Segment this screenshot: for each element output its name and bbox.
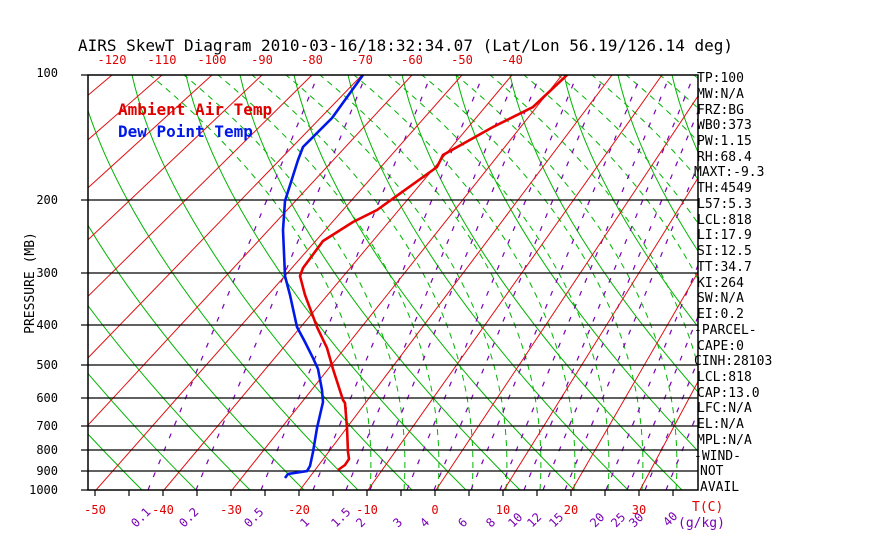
mixing-ratio-label: 2 [353, 515, 368, 530]
moist-adiabat-lines [149, 75, 698, 490]
readout-item: MAXT:-9.3 [694, 165, 764, 180]
temp-unit-label: T(C) [692, 500, 723, 515]
bottom-temp-label: -10 [356, 503, 378, 517]
pressure-label: 100 [36, 66, 58, 80]
top-temp-label: -50 [451, 53, 473, 67]
pressure-label: 500 [36, 358, 58, 372]
bottom-temp-label: -50 [84, 503, 106, 517]
bottom-temp-label: 10 [496, 503, 510, 517]
top-temp-label: -70 [351, 53, 373, 67]
readout-item: FRZ:BG [697, 103, 744, 118]
dew-point-curve [281, 75, 365, 479]
top-temp-label: -80 [301, 53, 323, 67]
mixing-unit-label: (g/kg) [678, 516, 725, 531]
readout-item: -WIND- [694, 449, 741, 464]
isotherm-lines [88, 75, 698, 490]
mixing-ratio-label: 20 [587, 510, 607, 530]
pressure-axis-labels: 100 200 300 400 500 600 700 800 900 1000 [29, 66, 58, 497]
mixing-ratio-label: 1.5 [328, 505, 353, 530]
readout-item: SW:N/A [697, 291, 744, 306]
readout-item: L57:5.3 [697, 197, 752, 212]
bottom-temp-label: 20 [564, 503, 578, 517]
mixing-ratio-label: 12 [524, 510, 544, 530]
ambient-air-temp-curve [298, 75, 568, 472]
readout-item: TH:4549 [697, 181, 752, 196]
pressure-label: 600 [36, 391, 58, 405]
readout-item: LCL:818 [697, 370, 752, 385]
readout-item: LCL:818 [697, 213, 752, 228]
pressure-label: 1000 [29, 483, 58, 497]
mixing-ratio-label: 3 [390, 515, 405, 530]
axis-ticks [81, 74, 674, 496]
pressure-grid-lines [88, 199, 698, 472]
readout-item: -PARCEL- [694, 323, 757, 338]
readout-item: CAP:13.0 [697, 386, 760, 401]
readout-item: LI:17.9 [697, 228, 752, 243]
pressure-label: 900 [36, 464, 58, 478]
readout-item: WB0:373 [697, 118, 752, 133]
chart-title: AIRS SkewT Diagram 2010-03-16/18:32:34.0… [78, 36, 733, 55]
bottom-temp-label: -40 [152, 503, 174, 517]
mixing-ratio-label: 8 [483, 515, 498, 530]
bottom-temp-axis-labels: -50 -40 -30 -20 -10 0 10 20 30 [84, 503, 646, 517]
mixing-ratio-label: 0.1 [128, 505, 153, 530]
bottom-temp-label: 30 [632, 503, 646, 517]
readout-item: AVAIL [700, 480, 739, 495]
mixing-ratio-label: 1 [297, 515, 312, 530]
readout-item: PW:1.15 [697, 134, 752, 149]
top-temp-label: -40 [501, 53, 523, 67]
readout-item: CINH:28103 [694, 354, 772, 369]
mixing-ratio-label: 0.2 [176, 505, 201, 530]
readout-item: MPL:N/A [697, 433, 752, 448]
pressure-label: 200 [36, 193, 58, 207]
dry-adiabat-lines [88, 75, 698, 490]
mixing-ratio-label: 0.5 [241, 505, 266, 530]
plot-border [87, 74, 699, 491]
mixing-ratio-lines [147, 75, 698, 490]
legend-dew-point-temp: Dew Point Temp [118, 122, 253, 141]
readout-item: MW:N/A [697, 87, 744, 102]
readout-item: EI:0.2 [697, 307, 744, 322]
mixing-ratio-label: 6 [455, 515, 470, 530]
readout-item: SI:12.5 [697, 244, 752, 259]
readout-item: TT:34.7 [697, 260, 752, 275]
readout-item: TP:100 [697, 71, 744, 86]
pressure-axis-title: PRESSURE (MB) [23, 232, 38, 334]
readout-item: EL:N/A [697, 417, 744, 432]
pressure-label: 700 [36, 419, 58, 433]
readout-item: KI:264 [697, 276, 744, 291]
pressure-label: 400 [36, 318, 58, 332]
bottom-temp-label: 0 [431, 503, 438, 517]
sounding-readouts: TP:100 MW:N/A FRZ:BG WB0:373 PW:1.15 RH:… [694, 71, 772, 495]
readout-item: LFC:N/A [697, 401, 752, 416]
pressure-label: 800 [36, 443, 58, 457]
readout-item: RH:68.4 [697, 150, 752, 165]
bottom-temp-label: -20 [288, 503, 310, 517]
readout-item: CAPE:0 [697, 339, 744, 354]
top-temp-label: -110 [148, 53, 177, 67]
top-temp-label: -60 [401, 53, 423, 67]
mixing-ratio-label: 4 [417, 515, 432, 530]
legend-ambient-air-temp: Ambient Air Temp [118, 100, 272, 119]
top-temp-label: -120 [98, 53, 127, 67]
top-temp-label: -100 [198, 53, 227, 67]
top-temp-label: -90 [251, 53, 273, 67]
bottom-temp-label: -30 [220, 503, 242, 517]
mixing-ratio-axis-labels: 0.1 0.2 0.5 1 1.5 2 3 4 6 8 10 12 15 20 … [128, 505, 680, 530]
readout-item: NOT [700, 464, 724, 479]
pressure-label: 300 [36, 266, 58, 280]
top-temp-axis-labels: -120 -110 -100 -90 -80 -70 -60 -50 -40 [98, 53, 523, 67]
